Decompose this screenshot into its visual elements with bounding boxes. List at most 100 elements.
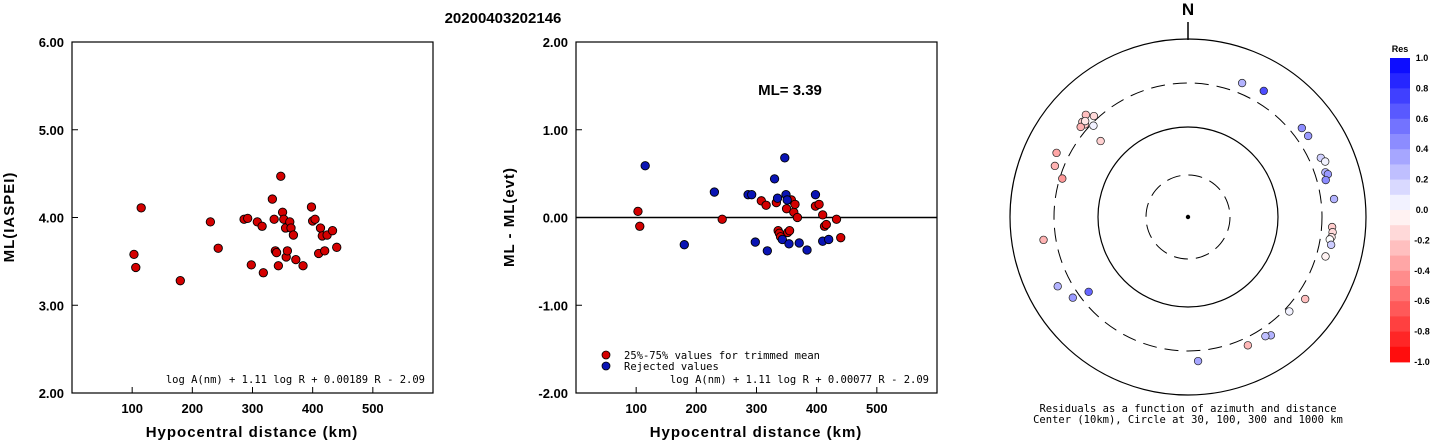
data-point — [790, 199, 800, 209]
colorbar-cell — [1390, 240, 1410, 256]
data-point — [810, 190, 821, 200]
station-point — [1261, 332, 1270, 341]
station-point — [1321, 252, 1330, 261]
data-point — [267, 194, 278, 204]
station-point — [1089, 111, 1099, 121]
y-tick-label: 4.00 — [39, 211, 64, 226]
colorbar-cell — [1390, 118, 1410, 135]
station-point — [1053, 282, 1062, 291]
data-point — [777, 234, 788, 245]
range-circle-300km — [1053, 82, 1323, 352]
data-point — [243, 213, 253, 224]
colorbar-cell — [1390, 270, 1410, 287]
data-point — [269, 214, 279, 224]
data-point — [784, 239, 794, 249]
data-point — [750, 237, 760, 247]
data-point — [836, 233, 846, 243]
data-point — [320, 246, 330, 256]
colorbar-tick-label: 0.6 — [1416, 114, 1429, 124]
station-point — [1081, 116, 1090, 126]
data-point — [794, 238, 804, 248]
data-point — [175, 276, 185, 286]
colorbar-cells — [1390, 58, 1410, 363]
x-tick-label: 100 — [121, 401, 143, 416]
station-point — [1297, 123, 1306, 133]
colorbar-tick-label: -1.0 — [1414, 357, 1430, 367]
y-axis-label: ML - ML(evt) — [501, 167, 518, 267]
data-point — [271, 247, 282, 258]
data-point — [818, 210, 828, 220]
formula-text: log A(nm) + 1.11 log R + 0.00189 R - 2.0… — [166, 374, 425, 386]
data-point — [327, 226, 338, 236]
x-tick-label: 400 — [806, 401, 828, 416]
x-tick-label: 200 — [181, 401, 203, 416]
colorbar-cell — [1390, 164, 1410, 180]
y-tick-label: 2.00 — [39, 386, 64, 401]
colorbar-cell — [1390, 301, 1410, 317]
caption-line-1: Residuals as a function of azimuth and d… — [1039, 403, 1336, 415]
data-point — [291, 254, 301, 265]
station-point — [1193, 356, 1203, 366]
y-axis-label: ML(IASPEI) — [1, 172, 18, 263]
legend-trimmed-label: 25%-75% values for trimmed mean — [624, 350, 820, 362]
station-point — [1039, 235, 1048, 245]
y-tick-label: 6.00 — [39, 35, 64, 50]
station-point — [1089, 121, 1098, 130]
colorbar-title: Res — [1392, 44, 1409, 54]
colorbar-cell — [1390, 179, 1410, 196]
y-tick-label: 3.00 — [39, 298, 64, 313]
data-point — [782, 195, 792, 205]
magnitude-vs-distance-panel: 2.00 3.00 4.00 5.00 6.00 100 200 300 400 500 Hyp… — [1, 35, 434, 441]
colorbar-cell — [1390, 255, 1410, 272]
range-circle-30km — [1145, 174, 1231, 260]
data-point — [762, 246, 772, 256]
x-tick-label: 500 — [866, 401, 888, 416]
station-point — [1096, 136, 1105, 146]
x-tick-labels: 100 200 300 400 500 — [625, 387, 888, 416]
data-point — [814, 199, 824, 209]
formula-text: log A(nm) + 1.11 log R + 0.00077 R - 2.0… — [670, 374, 929, 386]
data-point — [780, 153, 790, 163]
y-tick-label: -2.00 — [538, 386, 568, 401]
station-residual-points — [1039, 78, 1339, 366]
station-point — [1076, 122, 1085, 132]
colorbar-cell — [1390, 134, 1410, 150]
y-tick-label: 2.00 — [543, 35, 568, 50]
y-tick-label: 0.00 — [543, 211, 568, 226]
data-point — [315, 223, 326, 233]
colorbar-cell — [1390, 88, 1410, 104]
y-tick-label: 1.00 — [543, 123, 568, 138]
station-point — [1050, 161, 1060, 171]
data-point — [792, 212, 803, 223]
data-point — [276, 171, 286, 181]
y-tick-labels: 2.00 3.00 4.00 5.00 6.00 — [39, 35, 78, 401]
x-axis-label: Hypocentral distance (km) — [146, 424, 359, 441]
data-point — [257, 221, 267, 231]
data-point — [136, 203, 146, 213]
colorbar-cell — [1390, 194, 1410, 211]
colorbar-tick-labels: 1.0 0.8 0.6 0.4 0.2 0.0 -0.2 -0.4 -0.6 -0.8 -1.0 — [1414, 53, 1430, 367]
range-circle-1000km — [1009, 38, 1367, 396]
range-circle-100km — [1097, 126, 1279, 308]
station-point — [1052, 148, 1061, 158]
data-point — [640, 161, 650, 171]
colorbar-tick-label: 0.0 — [1416, 205, 1429, 215]
station-point — [1285, 307, 1294, 316]
north-label: N — [1182, 0, 1194, 19]
station-point — [1084, 287, 1093, 297]
y-tick-label: -1.00 — [538, 298, 568, 313]
x-tick-label: 500 — [362, 401, 384, 416]
data-point — [802, 245, 812, 255]
data-point — [761, 200, 771, 210]
station-point — [1237, 78, 1247, 88]
station-point — [1058, 174, 1067, 183]
data-point — [633, 206, 643, 217]
colorbar-cell — [1390, 346, 1410, 363]
x-tick-label: 300 — [746, 401, 768, 416]
colorbar-tick-label: -0.8 — [1414, 327, 1430, 337]
data-point — [332, 242, 342, 252]
data-point — [831, 214, 842, 224]
colorbar-cell — [1390, 149, 1410, 165]
data-points — [633, 153, 846, 256]
legend-rejected-marker — [601, 361, 611, 371]
